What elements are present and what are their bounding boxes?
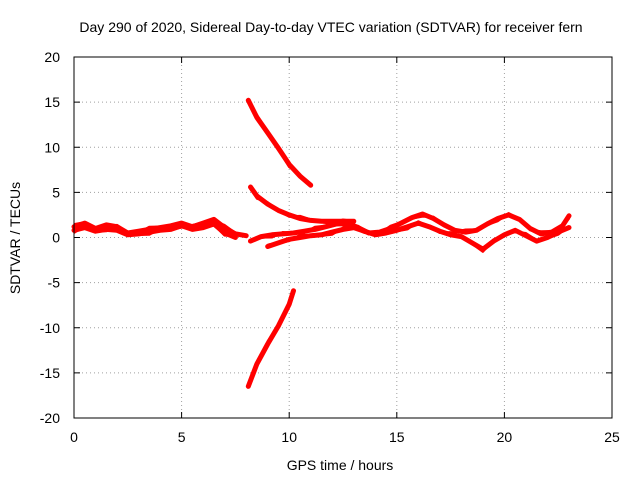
y-tick-label: -5 xyxy=(48,275,61,291)
y-tick-label: 10 xyxy=(44,139,60,155)
y-tick-label: -15 xyxy=(40,365,60,381)
ticks: 0 5 10 15 20 25 20 15 10 5 0 -5 -10 -15 -20 xyxy=(40,49,620,445)
series-scatter-arc-main-b xyxy=(73,223,236,238)
x-tick-label: 0 xyxy=(70,429,78,445)
x-tick-label: 15 xyxy=(389,429,405,445)
x-tick-label: 5 xyxy=(178,429,186,445)
y-tick-label: 5 xyxy=(52,184,60,200)
y-tick-label: -10 xyxy=(40,320,60,336)
series-scatter-arc-low-rise xyxy=(247,292,295,387)
series-scatter-arc-high-rise xyxy=(247,101,312,187)
x-tick-label: 25 xyxy=(604,429,620,445)
y-tick-label: 15 xyxy=(44,94,60,110)
y-tick-label: 20 xyxy=(44,49,60,65)
y-tick-label: 0 xyxy=(52,230,60,246)
chart-title: Day 290 of 2020, Sidereal Day-to-day VTE… xyxy=(79,19,582,35)
y-axis-label: SDTVAR / TECUs xyxy=(7,182,23,294)
y-tick-label: -20 xyxy=(40,410,60,426)
series-scatter-arc-late-b xyxy=(267,220,570,253)
x-tick-label: 20 xyxy=(497,429,513,445)
series-scatter-arc-late-a xyxy=(250,212,570,242)
x-tick-label: 10 xyxy=(281,429,297,445)
plot-series xyxy=(71,97,572,389)
x-axis-label: GPS time / hours xyxy=(287,457,394,473)
